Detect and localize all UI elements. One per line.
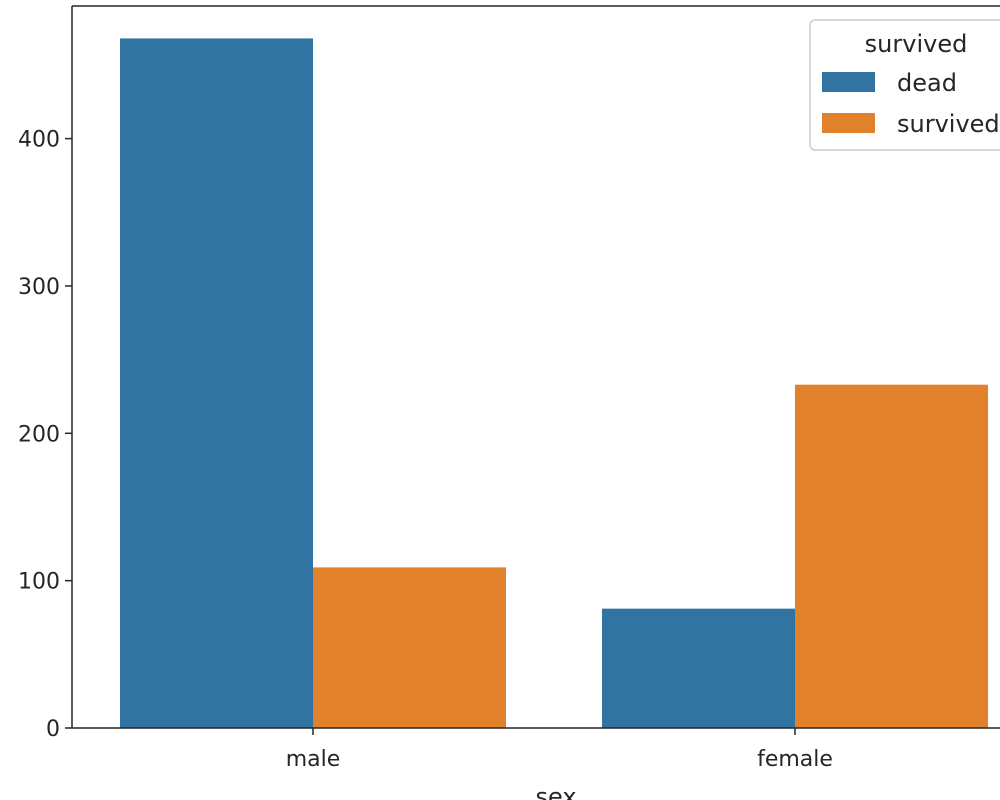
bars-group — [120, 38, 988, 729]
legend-swatch-dead — [822, 72, 875, 92]
x-axis-ticks: male female — [286, 728, 833, 772]
y-tick-label: 200 — [18, 422, 60, 447]
bar-dead-female — [602, 608, 795, 728]
legend-label-survived: survived — [897, 110, 1000, 138]
legend-title: survived — [865, 30, 968, 58]
legend-label-dead: dead — [897, 69, 957, 97]
legend-items: dead survived — [822, 69, 1000, 138]
y-axis-ticks: 0 100 200 300 400 — [18, 128, 72, 742]
y-tick-label: 100 — [18, 570, 60, 595]
y-tick-label: 0 — [46, 717, 60, 742]
legend: survived dead survived — [809, 19, 1000, 151]
bar-survived-female — [795, 384, 988, 728]
bar-survived-male — [313, 567, 506, 728]
x-axis-label: sex — [535, 783, 576, 800]
bar-dead-male — [120, 38, 313, 729]
y-tick-label: 300 — [18, 275, 60, 300]
x-tick-label-male: male — [286, 747, 341, 772]
legend-swatch-survived — [822, 113, 875, 133]
y-tick-label: 400 — [18, 128, 60, 153]
x-tick-label-female: female — [757, 747, 833, 772]
